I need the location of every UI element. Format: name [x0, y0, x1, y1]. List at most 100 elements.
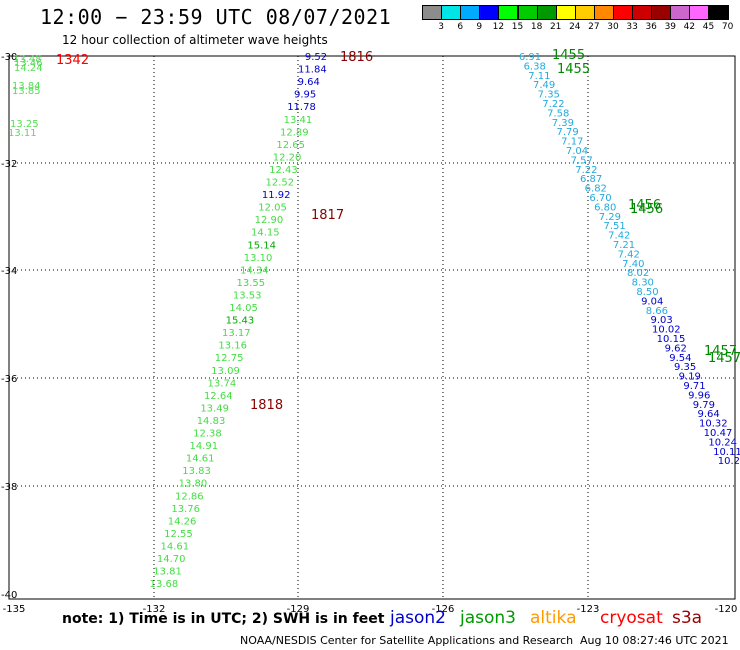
track-value: 14.24	[14, 63, 43, 74]
note-text: note: 1) Time is in UTC; 2) SWH is in fe…	[62, 611, 385, 627]
track-value: 8.02	[627, 268, 649, 279]
colorbar-swatch	[460, 5, 481, 20]
track-value: 9.95	[294, 90, 316, 101]
time-label: 1457	[704, 344, 737, 359]
colorbar-swatch	[422, 5, 443, 20]
track-value: 12.38	[193, 429, 222, 440]
track-value: 13.16	[218, 341, 247, 352]
track-value: 14.61	[186, 454, 215, 465]
track-value: 13.84	[12, 81, 41, 92]
track-value: 7.21	[613, 240, 635, 251]
track-value: 7.22	[542, 99, 564, 110]
colorbar-label: 39	[664, 22, 677, 32]
legend-jason3: jason3	[460, 608, 516, 628]
track-value: 7.39	[552, 118, 574, 129]
track-value: 12.65	[276, 140, 305, 151]
track-value: 7.40	[622, 259, 644, 270]
track-value: 6.38	[524, 61, 546, 72]
track-value: 13.41	[284, 115, 313, 126]
colorbar-label: 42	[683, 22, 696, 32]
track-value: 9.52	[305, 52, 327, 63]
track-value: 7.17	[561, 137, 583, 148]
track-value: 8.50	[636, 287, 658, 298]
track-value: 15.43	[226, 316, 255, 327]
track-value: 9.19	[679, 372, 701, 383]
colorbar-label: 15	[511, 22, 524, 32]
track-value: 6.70	[589, 193, 611, 204]
colorbar-swatch	[651, 5, 672, 20]
colorbar-swatch	[536, 5, 557, 20]
time-label: 1818	[250, 398, 283, 413]
track-value: 12.52	[265, 178, 294, 189]
track-value: 13.81	[153, 567, 182, 578]
plot-frame	[8, 55, 736, 600]
track-value: 14.34	[240, 265, 269, 276]
track-value: 9.64	[697, 409, 719, 420]
track-value: 6.82	[585, 184, 607, 195]
track-value: 14.91	[189, 441, 218, 452]
colorbar-swatch	[708, 5, 729, 20]
track-value: 14.05	[229, 303, 258, 314]
colorbar-swatch	[689, 5, 710, 20]
colorbar-label: 3	[438, 22, 444, 32]
colorbar-swatch	[555, 5, 576, 20]
track-value: 10.32	[699, 419, 728, 430]
y-tick-label: -38	[1, 482, 17, 493]
track-value: 7.04	[566, 146, 588, 157]
track-value: 9.54	[669, 353, 691, 364]
page-title: 12:00 − 23:59 UTC 08/07/2021	[40, 5, 392, 29]
track-value: 9.62	[665, 343, 687, 354]
time-label: 1816	[340, 50, 373, 65]
track-value: 12.89	[280, 127, 309, 138]
track-value: 6.91	[519, 52, 541, 63]
time-label: 1456	[628, 198, 661, 213]
track-value: 7.51	[603, 221, 625, 232]
track-value: 13.11	[8, 128, 37, 139]
legend-cryosat: cryosat	[600, 608, 663, 628]
track-value: 7.49	[533, 80, 555, 91]
track-value: 14.15	[251, 228, 280, 239]
track-value: 13.85	[12, 86, 41, 97]
x-tick-label: -123	[577, 604, 600, 615]
track-value: 13.80	[179, 479, 208, 490]
track-value: 12.64	[204, 391, 233, 402]
track-value: 9.71	[683, 381, 705, 392]
track-value: 6.80	[594, 202, 616, 213]
track-value: 14.61	[160, 541, 189, 552]
track-value: 11.84	[298, 65, 327, 76]
colorbar-label: 24	[569, 22, 581, 32]
track-value: 14.70	[157, 554, 186, 565]
track-value: 13.17	[222, 328, 251, 339]
time-label: 1455	[557, 62, 590, 77]
track-value: 13.74	[208, 378, 237, 389]
colorbar-label: 45	[702, 22, 715, 32]
track-value: 9.79	[693, 400, 715, 411]
y-tick-label: -40	[1, 590, 17, 601]
colorbar-label: 30	[607, 22, 619, 32]
track-value: 11.92	[262, 190, 291, 201]
x-tick-label: -132	[143, 604, 166, 615]
track-value: 13.76	[171, 504, 200, 515]
credit-text: NOAA/NESDIS Center for Satellite Applica…	[240, 634, 574, 647]
track-value: 13.53	[233, 290, 262, 301]
x-tick-label: -129	[287, 604, 310, 615]
colorbar-swatch	[517, 5, 538, 20]
track-value: 9.64	[298, 77, 320, 88]
track-value: 13.49	[200, 403, 229, 414]
colorbar-label: 27	[588, 22, 600, 32]
track-value: 14.26	[168, 516, 197, 527]
track-value: 14.83	[197, 416, 226, 427]
y-tick-label: -34	[1, 266, 17, 277]
track-value: 12.43	[269, 165, 298, 176]
colorbar-swatch	[441, 5, 462, 20]
track-value: 12.90	[255, 215, 284, 226]
colorbar-swatch	[574, 5, 595, 20]
time-label: 1455	[552, 48, 585, 63]
y-tick-label: -32	[1, 159, 17, 170]
track-value: 13.46	[14, 58, 43, 69]
track-value: 13.55	[237, 278, 266, 289]
colorbar-label: 6	[457, 22, 464, 32]
colorbar-label: 36	[645, 22, 657, 32]
colorbar-swatch	[632, 5, 653, 20]
track-value: 11.78	[287, 102, 316, 113]
